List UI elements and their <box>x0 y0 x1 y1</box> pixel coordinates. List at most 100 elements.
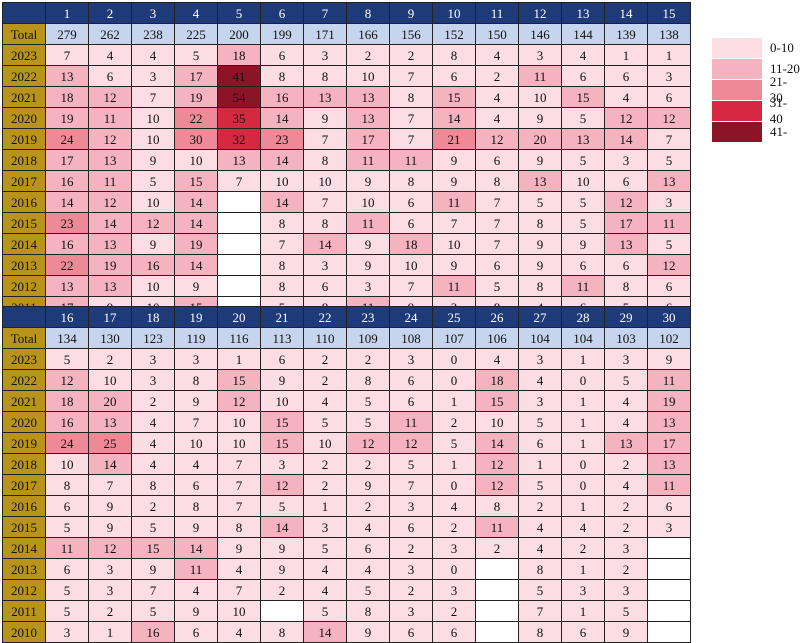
heat-cell: 13 <box>604 432 648 454</box>
heat-cell: 13 <box>346 86 390 108</box>
heat-cell: 14 <box>174 191 218 213</box>
column-number: 23 <box>346 306 390 328</box>
heat-cell: 19 <box>88 254 132 276</box>
heat-cell: 25 <box>88 432 132 454</box>
heat-cell: 6 <box>260 44 304 66</box>
column-number: 3 <box>131 2 175 24</box>
heat-cell: 7 <box>389 275 433 297</box>
heat-cell: 2 <box>432 411 476 433</box>
year-label: 2021 <box>2 390 46 412</box>
header-corner <box>2 2 46 24</box>
heat-cell: 6 <box>389 390 433 412</box>
total-cell: 139 <box>604 23 648 45</box>
heat-cell: 8 <box>518 621 562 643</box>
heat-cell: 9 <box>88 495 132 517</box>
heat-cell: 3 <box>604 579 648 601</box>
heat-cell: 5 <box>432 432 476 454</box>
year-label: 2014 <box>2 537 46 559</box>
heat-cell: 8 <box>260 65 304 87</box>
heat-cell: 4 <box>88 44 132 66</box>
heat-cell: 18 <box>389 233 433 255</box>
heat-cell: 8 <box>432 44 476 66</box>
heat-cell: 6 <box>389 212 433 234</box>
column-number: 2 <box>88 2 132 24</box>
heat-cell: 6 <box>604 170 648 192</box>
heat-cell: 2 <box>346 453 390 475</box>
heat-cell: 7 <box>260 233 304 255</box>
heat-cell: 9 <box>561 233 605 255</box>
heat-cell: 4 <box>131 44 175 66</box>
heat-cell: 3 <box>131 65 175 87</box>
year-row: 2012 13 13 10 9 8 6 3 7 11 5 8 11 8 6 <box>2 275 691 297</box>
heat-cell: 4 <box>518 369 562 391</box>
heat-cell: 2 <box>475 65 519 87</box>
heat-cell: 11 <box>389 411 433 433</box>
total-cell: 103 <box>604 327 648 349</box>
heat-cell: 1 <box>561 495 605 517</box>
year-row: 2021 18 12 7 19 54 16 13 13 8 15 4 10 15 4 6 <box>2 86 691 108</box>
year-label: 2021 <box>2 86 46 108</box>
heat-cell: 3 <box>518 390 562 412</box>
heat-cell: 8 <box>131 474 175 496</box>
heat-cell: 6 <box>303 275 347 297</box>
year-label: 2023 <box>2 348 46 370</box>
total-cell: 262 <box>88 23 132 45</box>
year-row: 2010 3 1 16 6 4 8 14 9 6 6 8 6 9 <box>2 621 691 643</box>
heat-cell: 6 <box>604 65 648 87</box>
heat-cell: 3 <box>518 348 562 370</box>
heat-cell: 4 <box>475 44 519 66</box>
heat-cell: 4 <box>303 579 347 601</box>
heat-cell: 5 <box>131 600 175 622</box>
heat-cell <box>217 212 261 234</box>
heat-cell: 10 <box>174 149 218 171</box>
heat-cell: 0 <box>432 369 476 391</box>
heat-cell: 9 <box>260 558 304 580</box>
heat-cell: 8 <box>303 212 347 234</box>
legend-label: 41- <box>770 123 788 139</box>
heat-cell: 10 <box>561 170 605 192</box>
year-row: 2011 5 2 5 9 10 5 8 3 2 7 1 5 <box>2 600 691 622</box>
heat-cell: 16 <box>45 170 89 192</box>
heat-cell: 1 <box>561 411 605 433</box>
heat-cell: 5 <box>647 149 691 171</box>
heat-cell: 7 <box>45 44 89 66</box>
column-number: 14 <box>604 2 648 24</box>
heat-cell: 23 <box>260 128 304 150</box>
year-label: 2017 <box>2 170 46 192</box>
heat-cell: 4 <box>217 558 261 580</box>
heat-cell: 13 <box>45 65 89 87</box>
heat-cell: 13 <box>88 275 132 297</box>
heat-cell: 17 <box>604 212 648 234</box>
heat-cell: 14 <box>260 191 304 213</box>
heat-cell: 6 <box>561 254 605 276</box>
heat-cell: 10 <box>131 107 175 129</box>
heat-cell: 8 <box>604 275 648 297</box>
heat-cell: 12 <box>346 432 390 454</box>
heat-cell: 13 <box>647 411 691 433</box>
heat-cell: 9 <box>217 537 261 559</box>
heat-cell: 8 <box>389 86 433 108</box>
heat-cell: 12 <box>604 107 648 129</box>
heat-cell: 7 <box>217 495 261 517</box>
heat-cell: 4 <box>217 621 261 643</box>
heat-cell: 6 <box>432 621 476 643</box>
heat-cell: 12 <box>389 432 433 454</box>
year-label: 2012 <box>2 275 46 297</box>
heat-cell: 10 <box>346 65 390 87</box>
heat-cell: 9 <box>604 621 648 643</box>
heat-cell: 17 <box>346 128 390 150</box>
heat-cell: 3 <box>303 254 347 276</box>
heat-cell: 0 <box>432 474 476 496</box>
heat-cell: 11 <box>346 149 390 171</box>
heat-cell: 3 <box>131 348 175 370</box>
heat-cell: 19 <box>647 390 691 412</box>
heat-cell: 4 <box>475 107 519 129</box>
heat-cell: 7 <box>389 128 433 150</box>
heat-cell: 10 <box>303 170 347 192</box>
heat-cell: 5 <box>561 149 605 171</box>
heat-cell: 4 <box>518 516 562 538</box>
heat-cell: 4 <box>131 411 175 433</box>
total-cell: 150 <box>475 23 519 45</box>
heat-cell: 5 <box>518 191 562 213</box>
column-number: 4 <box>174 2 218 24</box>
